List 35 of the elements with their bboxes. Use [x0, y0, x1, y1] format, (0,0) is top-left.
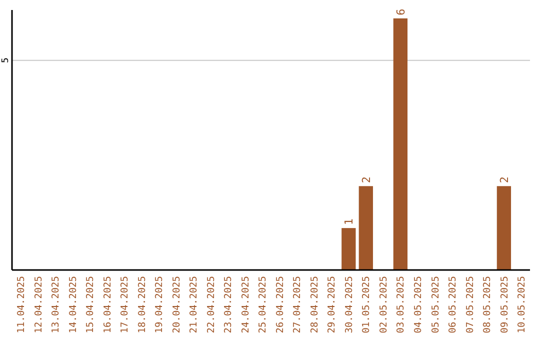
x-tick-label: 15.04.2025 [85, 276, 96, 334]
x-tick-label: 02.05.2025 [378, 276, 390, 334]
x-tick-label: 08.05.2025 [482, 276, 494, 334]
x-tick-label: 28.04.2025 [309, 276, 320, 334]
x-tick-label: 26.04.2025 [274, 276, 286, 334]
x-tick-label: 27.04.2025 [292, 276, 304, 334]
x-tick-label: 19.04.2025 [154, 276, 166, 334]
x-tick-label: 11.04.2025 [16, 276, 28, 334]
x-tick-label: 21.04.2025 [188, 276, 200, 334]
x-tick-label: 24.04.2025 [240, 276, 252, 334]
x-tick-label: 06.05.2025 [448, 276, 459, 334]
x-tick-label: 18.04.2025 [136, 276, 148, 334]
x-tick-label: 03.05.2025 [396, 276, 407, 334]
x-tick-label: 09.05.2025 [499, 276, 510, 334]
x-tick-label: 14.04.2025 [68, 276, 79, 334]
x-tick-label: 30.04.2025 [344, 276, 355, 334]
x-tick-label: 22.04.2025 [206, 276, 217, 334]
x-tick-label: 05.05.2025 [430, 276, 442, 334]
data-label: 2 [498, 176, 511, 184]
x-tick-label: 07.05.2025 [464, 276, 476, 334]
x-tick-label: 20.04.2025 [171, 276, 182, 334]
data-label: 2 [360, 176, 373, 184]
x-tick-label: 29.04.2025 [326, 276, 338, 334]
x-tick-label: 16.04.2025 [102, 276, 114, 334]
data-label: 1 [342, 218, 356, 226]
x-tick-label: 17.04.2025 [120, 276, 131, 334]
data-label: 6 [394, 8, 408, 16]
x-tick-label: 23.04.2025 [223, 276, 234, 334]
x-tick-label: 13.04.2025 [50, 276, 62, 334]
x-tick-label: 10.05.2025 [516, 276, 528, 334]
x-tick-label: 04.05.2025 [412, 276, 424, 334]
ref-line-label: 5 [1, 58, 11, 64]
x-tick-label: 25.04.2025 [258, 276, 269, 334]
x-tick-label: 12.04.2025 [33, 276, 44, 334]
x-tick-label: 01.05.2025 [361, 276, 372, 334]
